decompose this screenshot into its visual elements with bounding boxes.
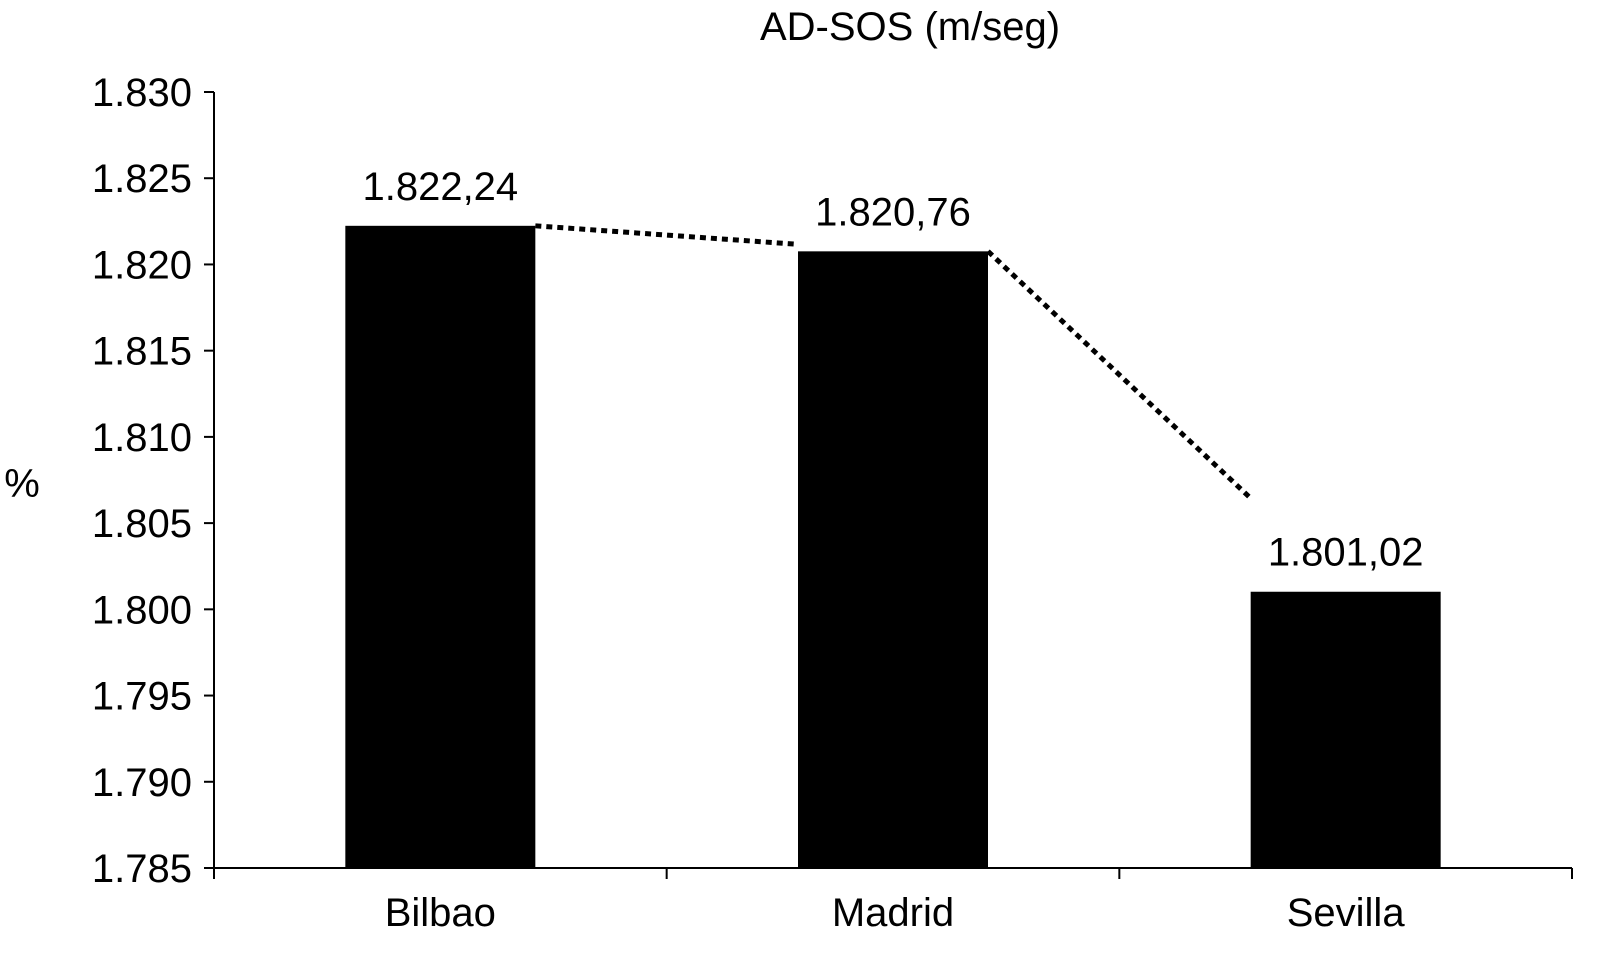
- bar-data-label: 1.820,76: [815, 190, 971, 234]
- axes: [213, 92, 1572, 869]
- trend-segment: [535, 223, 799, 247]
- x-tick-label: Sevilla: [1287, 891, 1406, 935]
- trend-segment: [986, 249, 1253, 501]
- y-tick-label: 1.815: [92, 330, 192, 374]
- y-axis-ticks: 1.785 1.790 1.795 1.800 1.805 1.810 1.815 1.820…: [92, 71, 214, 891]
- y-tick-label: 1.790: [92, 761, 192, 805]
- bars: [345, 225, 1441, 868]
- bar-madrid: [798, 251, 988, 868]
- y-tick-label: 1.795: [92, 675, 192, 719]
- x-tick-label: Madrid: [832, 891, 954, 935]
- y-tick-label: 1.800: [92, 588, 192, 632]
- bar-data-labels: 1.822,24 1.820,76 1.801,02: [362, 165, 1423, 575]
- bar-data-label: 1.822,24: [362, 165, 518, 209]
- bar-sevilla: [1250, 591, 1441, 868]
- trend-line: [535, 223, 1253, 501]
- y-tick-label: 1.825: [92, 157, 192, 201]
- x-tick-label: Bilbao: [385, 891, 496, 935]
- y-tick-label: 1.820: [92, 243, 192, 287]
- y-axis-label: %: [4, 462, 40, 506]
- y-tick-label: 1.830: [92, 71, 192, 115]
- x-axis-ticks: Bilbao Madrid Sevilla: [213, 868, 1573, 935]
- bar-data-label: 1.801,02: [1268, 531, 1424, 575]
- y-tick-label: 1.810: [92, 416, 192, 460]
- y-tick-label: 1.785: [92, 847, 192, 891]
- chart-title: AD-SOS (m/seg): [760, 5, 1060, 49]
- y-tick-label: 1.805: [92, 502, 192, 546]
- bar-bilbao: [345, 225, 536, 868]
